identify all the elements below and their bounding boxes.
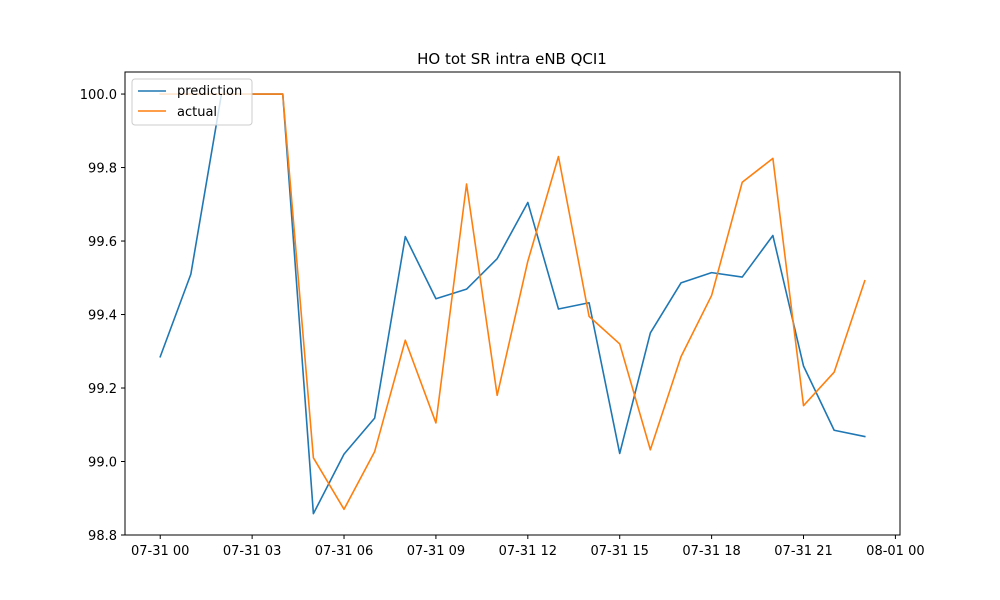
y-tick-label: 98.8 (88, 529, 117, 544)
x-tick-label: 07-31 15 (590, 544, 648, 559)
x-tick-label: 07-31 12 (499, 544, 557, 559)
x-tick-label: 07-31 21 (774, 544, 832, 559)
x-tick-label: 07-31 18 (682, 544, 740, 559)
series-line-actual (159, 93, 866, 511)
x-tick-label: 07-31 06 (315, 544, 373, 559)
legend-label-prediction: prediction (177, 84, 242, 99)
axes-frame (124, 71, 901, 536)
x-tick-label: 08-01 00 (866, 544, 924, 559)
plot-area (159, 93, 866, 515)
y-tick-label: 99.6 (88, 235, 117, 250)
y-tick-label: 99.0 (88, 456, 117, 471)
series-line-prediction (159, 93, 866, 515)
chart-title: HO tot SR intra eNB QCI1 (417, 50, 607, 68)
x-tick-label: 07-31 09 (407, 544, 465, 559)
x-tick-label: 07-31 03 (223, 544, 281, 559)
legend: prediction actual (131, 78, 253, 126)
y-tick-label: 99.4 (88, 309, 117, 324)
legend-label-actual: actual (177, 105, 217, 120)
axis-ticks: 07-31 00 07-31 03 07-31 06 07-31 09 07-31 12… (80, 88, 925, 559)
y-tick-label: 100.0 (80, 88, 117, 103)
y-tick-label: 99.8 (88, 162, 117, 177)
x-tick-label: 07-31 00 (131, 544, 189, 559)
y-tick-label: 99.2 (88, 382, 117, 397)
